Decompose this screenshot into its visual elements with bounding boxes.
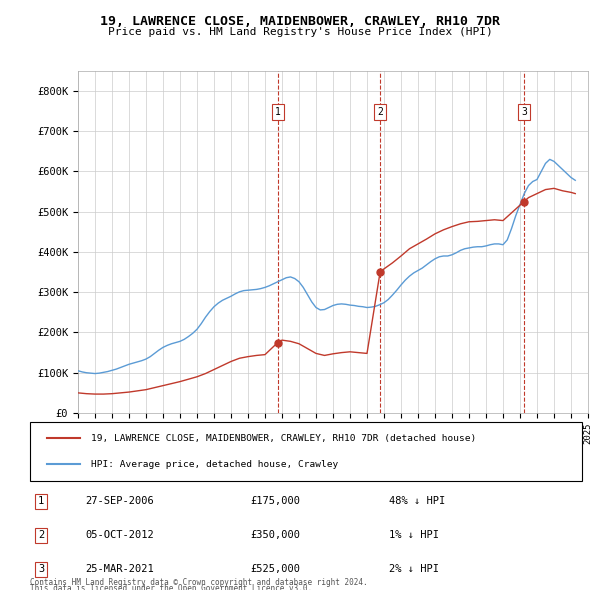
Text: HPI: Average price, detached house, Crawley: HPI: Average price, detached house, Craw… bbox=[91, 460, 338, 469]
Text: 05-OCT-2012: 05-OCT-2012 bbox=[85, 530, 154, 540]
Text: Contains HM Land Registry data © Crown copyright and database right 2024.: Contains HM Land Registry data © Crown c… bbox=[30, 578, 368, 587]
Text: 3: 3 bbox=[521, 107, 527, 117]
Text: 19, LAWRENCE CLOSE, MAIDENBOWER, CRAWLEY, RH10 7DR: 19, LAWRENCE CLOSE, MAIDENBOWER, CRAWLEY… bbox=[100, 15, 500, 28]
Text: 2: 2 bbox=[38, 530, 44, 540]
Text: 2: 2 bbox=[377, 107, 383, 117]
Text: This data is licensed under the Open Government Licence v3.0.: This data is licensed under the Open Gov… bbox=[30, 584, 312, 590]
Text: 2% ↓ HPI: 2% ↓ HPI bbox=[389, 565, 439, 575]
Text: 27-SEP-2006: 27-SEP-2006 bbox=[85, 496, 154, 506]
Text: 25-MAR-2021: 25-MAR-2021 bbox=[85, 565, 154, 575]
Text: £525,000: £525,000 bbox=[251, 565, 301, 575]
Text: 19, LAWRENCE CLOSE, MAIDENBOWER, CRAWLEY, RH10 7DR (detached house): 19, LAWRENCE CLOSE, MAIDENBOWER, CRAWLEY… bbox=[91, 434, 476, 443]
Text: 48% ↓ HPI: 48% ↓ HPI bbox=[389, 496, 445, 506]
Text: £175,000: £175,000 bbox=[251, 496, 301, 506]
Text: £350,000: £350,000 bbox=[251, 530, 301, 540]
Text: 3: 3 bbox=[38, 565, 44, 575]
Text: Price paid vs. HM Land Registry's House Price Index (HPI): Price paid vs. HM Land Registry's House … bbox=[107, 27, 493, 37]
FancyBboxPatch shape bbox=[30, 422, 582, 481]
Text: 1: 1 bbox=[275, 107, 281, 117]
Text: 1% ↓ HPI: 1% ↓ HPI bbox=[389, 530, 439, 540]
Text: 1: 1 bbox=[38, 496, 44, 506]
